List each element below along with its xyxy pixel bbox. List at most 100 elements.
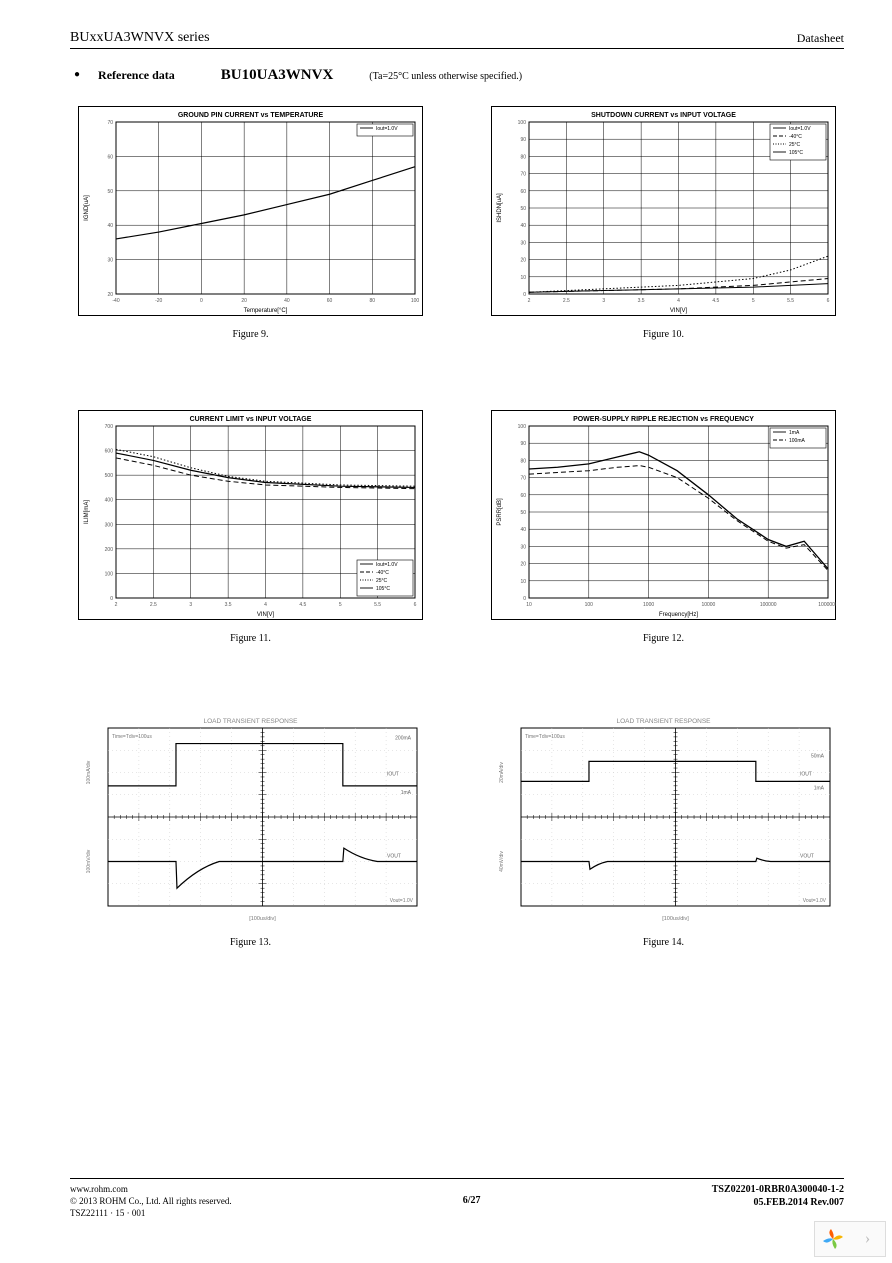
page-footer: www.rohm.com © 2013 ROHM Co., Ltd. All r… <box>70 1178 844 1219</box>
svg-text:10000: 10000 <box>701 602 715 608</box>
doc-label: Datasheet <box>797 31 844 46</box>
svg-text:POWER-SUPPLY RIPPLE REJECTION: POWER-SUPPLY RIPPLE REJECTION vs FREQUEN… <box>573 416 754 423</box>
figure-9-caption: Figure 9. <box>78 329 423 340</box>
viewer-nav: › <box>814 1221 886 1257</box>
svg-text:600: 600 <box>105 449 114 455</box>
footer-page: 6/27 <box>463 1194 481 1208</box>
svg-text:4.5: 4.5 <box>299 602 306 608</box>
footer-copyright: © 2013 ROHM Co., Ltd. All rights reserve… <box>70 1195 232 1207</box>
svg-text:100mA: 100mA <box>789 438 806 444</box>
svg-text:-40: -40 <box>112 298 119 304</box>
svg-text:0: 0 <box>110 596 113 602</box>
reference-data-line: ● Reference data BU10UA3WNVX (Ta=25°C un… <box>74 67 844 84</box>
svg-text:1000000: 1000000 <box>818 602 836 608</box>
svg-text:70: 70 <box>520 476 526 482</box>
svg-text:80: 80 <box>520 154 526 160</box>
figure-11-caption: Figure 11. <box>78 633 423 644</box>
svg-text:4: 4 <box>264 602 267 608</box>
svg-text:90: 90 <box>520 441 526 447</box>
svg-text:Time=Tdiv=100us: Time=Tdiv=100us <box>525 734 565 740</box>
svg-text:200mA: 200mA <box>395 736 412 742</box>
svg-text:40: 40 <box>520 527 526 533</box>
svg-text:100: 100 <box>585 602 594 608</box>
svg-text:-40°C: -40°C <box>789 134 802 140</box>
svg-text:100000: 100000 <box>760 602 777 608</box>
svg-text:Iout=1.0V: Iout=1.0V <box>789 126 811 132</box>
svg-text:100mA/div: 100mA/div <box>86 760 92 784</box>
chevron-right-icon: › <box>865 1230 870 1248</box>
svg-text:10: 10 <box>520 579 526 585</box>
svg-text:100: 100 <box>411 298 420 304</box>
svg-text:100: 100 <box>518 120 527 126</box>
figure-11-cell: CURRENT LIMIT vs INPUT VOLTAGE22.533.544… <box>78 410 423 644</box>
svg-text:100: 100 <box>518 424 527 430</box>
svg-text:4.5: 4.5 <box>712 298 719 304</box>
svg-text:SHUTDOWN CURRENT vs INPUT VOLT: SHUTDOWN CURRENT vs INPUT VOLTAGE <box>591 112 736 119</box>
svg-text:100: 100 <box>105 571 114 577</box>
svg-text:Frequency[Hz]: Frequency[Hz] <box>659 612 698 618</box>
svg-text:IGND[uA]: IGND[uA] <box>84 195 90 221</box>
figure-14-caption: Figure 14. <box>491 937 836 948</box>
svg-text:50: 50 <box>520 510 526 516</box>
svg-text:CURRENT LIMIT vs INPUT VOLTAGE: CURRENT LIMIT vs INPUT VOLTAGE <box>190 416 312 423</box>
svg-text:2: 2 <box>528 298 531 304</box>
svg-text:700: 700 <box>105 424 114 430</box>
svg-text:-20: -20 <box>155 298 162 304</box>
svg-text:1mA: 1mA <box>789 430 800 436</box>
svg-text:40: 40 <box>520 223 526 229</box>
svg-text:5: 5 <box>752 298 755 304</box>
figure-14-cell: LOAD TRANSIENT RESPONSE50mA1mAIOUTVOUT20… <box>491 714 836 948</box>
svg-text:ISHDN[uA]: ISHDN[uA] <box>497 193 503 223</box>
footer-right: TSZ02201-0RBR0A300040-1-2 05.FEB.2014 Re… <box>712 1183 844 1219</box>
svg-text:VIN[V]: VIN[V] <box>670 308 688 314</box>
svg-text:VOUT: VOUT <box>800 854 814 860</box>
svg-text:40: 40 <box>107 223 113 229</box>
figure-12-caption: Figure 12. <box>491 633 836 644</box>
figure-grid: GROUND PIN CURRENT vs TEMPERATURE -40 -20 0… <box>78 106 844 948</box>
footer-url: www.rohm.com <box>70 1183 232 1195</box>
svg-text:ILIM[mA]: ILIM[mA] <box>84 500 90 524</box>
part-number: BU10UA3WNVX <box>221 67 334 84</box>
svg-text:60: 60 <box>107 154 113 160</box>
footer-docno: TSZ02201-0RBR0A300040-1-2 <box>712 1183 844 1197</box>
svg-text:Vout=1.0V: Vout=1.0V <box>390 898 414 904</box>
svg-text:70: 70 <box>107 120 113 126</box>
svg-text:1000: 1000 <box>643 602 654 608</box>
viewer-logo-icon[interactable] <box>815 1221 850 1257</box>
figure-10-cell: SHUTDOWN CURRENT vs INPUT VOLTAGE22.533.… <box>491 106 836 340</box>
svg-text:Iout=1.0V: Iout=1.0V <box>376 126 398 132</box>
svg-text:LOAD TRANSIENT RESPONSE: LOAD TRANSIENT RESPONSE <box>203 718 298 725</box>
next-page-button[interactable]: › <box>850 1221 885 1257</box>
svg-text:6: 6 <box>414 602 417 608</box>
svg-text:Temperature[°C]: Temperature[°C] <box>244 308 288 314</box>
svg-text:Vout=1.0V: Vout=1.0V <box>803 898 827 904</box>
figure-11-chart: CURRENT LIMIT vs INPUT VOLTAGE22.533.544… <box>78 410 423 620</box>
svg-text:25°C: 25°C <box>789 142 801 148</box>
svg-text:60: 60 <box>520 493 526 499</box>
svg-text:70: 70 <box>520 172 526 178</box>
svg-text:80: 80 <box>370 298 376 304</box>
svg-text:40: 40 <box>284 298 290 304</box>
svg-text:60: 60 <box>327 298 333 304</box>
svg-text:IOUT: IOUT <box>800 772 812 778</box>
svg-text:GROUND PIN CURRENT vs TEMPERAT: GROUND PIN CURRENT vs TEMPERATURE <box>178 112 324 119</box>
svg-text:105°C: 105°C <box>789 150 803 156</box>
series-name: BUxxUA3WNVX series <box>70 30 210 46</box>
svg-text:90: 90 <box>520 137 526 143</box>
svg-text:6: 6 <box>827 298 830 304</box>
figure-12-chart: POWER-SUPPLY RIPPLE REJECTION vs FREQUEN… <box>491 410 836 620</box>
svg-text:50: 50 <box>520 206 526 212</box>
svg-text:60: 60 <box>520 189 526 195</box>
pinwheel-icon <box>821 1227 845 1251</box>
svg-text:100mV/div: 100mV/div <box>86 849 92 873</box>
figure-12-cell: POWER-SUPPLY RIPPLE REJECTION vs FREQUEN… <box>491 410 836 644</box>
svg-text:-40°C: -40°C <box>376 570 389 576</box>
svg-text:1mA: 1mA <box>814 785 825 791</box>
svg-text:IOUT: IOUT <box>387 772 399 778</box>
svg-text:25°C: 25°C <box>376 578 388 584</box>
svg-text:50mA: 50mA <box>811 753 825 759</box>
svg-text:30: 30 <box>520 240 526 246</box>
svg-text:40mV/div: 40mV/div <box>499 851 505 872</box>
svg-text:5: 5 <box>339 602 342 608</box>
svg-text:Time=Tdiv=100us: Time=Tdiv=100us <box>112 734 152 740</box>
